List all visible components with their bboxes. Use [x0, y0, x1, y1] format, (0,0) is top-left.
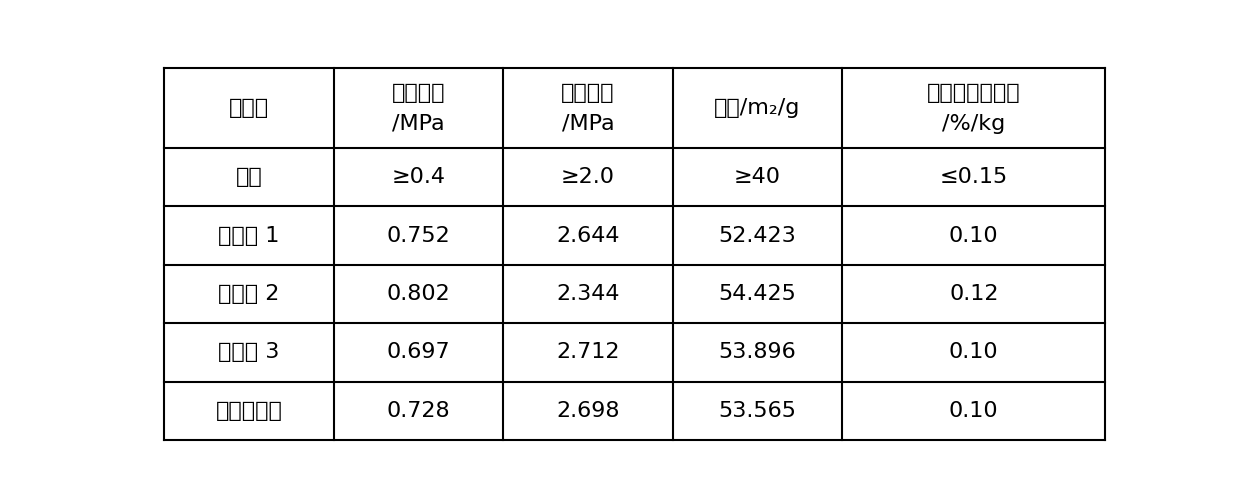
Text: 0.10: 0.10 [949, 343, 999, 362]
Text: /MPa: /MPa [393, 114, 445, 134]
Text: 2.712: 2.712 [556, 343, 620, 362]
Text: 0.10: 0.10 [949, 226, 999, 245]
Text: /MPa: /MPa [561, 114, 615, 134]
Text: 催化剤 2: 催化剤 2 [218, 284, 280, 304]
Text: 催化剤 1: 催化剤 1 [218, 226, 280, 245]
Text: 0.12: 0.12 [949, 284, 999, 304]
Text: 52.423: 52.423 [719, 226, 797, 245]
Text: /%/kg: /%/kg [942, 114, 1005, 134]
Text: 国标: 国标 [235, 167, 263, 187]
Text: ≥2.0: ≥2.0 [561, 167, 615, 187]
Text: ≥40: ≥40 [733, 167, 781, 187]
Text: 2.698: 2.698 [556, 401, 620, 421]
Text: 纵向抗压: 纵向抗压 [561, 82, 615, 103]
Text: 催化剤 3: 催化剤 3 [218, 343, 280, 362]
Text: 对比催化剤: 对比催化剤 [216, 401, 282, 421]
Text: ≥0.4: ≥0.4 [392, 167, 446, 187]
Text: 0.752: 0.752 [387, 226, 451, 245]
Text: 催化剤: 催化剤 [229, 98, 269, 118]
Text: 53.565: 53.565 [719, 401, 797, 421]
Text: 比表/m₂/g: 比表/m₂/g [714, 98, 800, 118]
Text: ≤0.15: ≤0.15 [939, 167, 1007, 187]
Text: 54.425: 54.425 [719, 284, 797, 304]
Text: 0.697: 0.697 [387, 343, 450, 362]
Text: 0.10: 0.10 [949, 401, 999, 421]
Text: 0.802: 0.802 [387, 284, 451, 304]
Text: 非硬化端磨损率: 非硬化端磨损率 [927, 82, 1021, 103]
Text: 2.644: 2.644 [556, 226, 620, 245]
Text: 横向抗压: 横向抗压 [392, 82, 445, 103]
Text: 53.896: 53.896 [719, 343, 797, 362]
Text: 2.344: 2.344 [556, 284, 620, 304]
Text: 0.728: 0.728 [387, 401, 450, 421]
